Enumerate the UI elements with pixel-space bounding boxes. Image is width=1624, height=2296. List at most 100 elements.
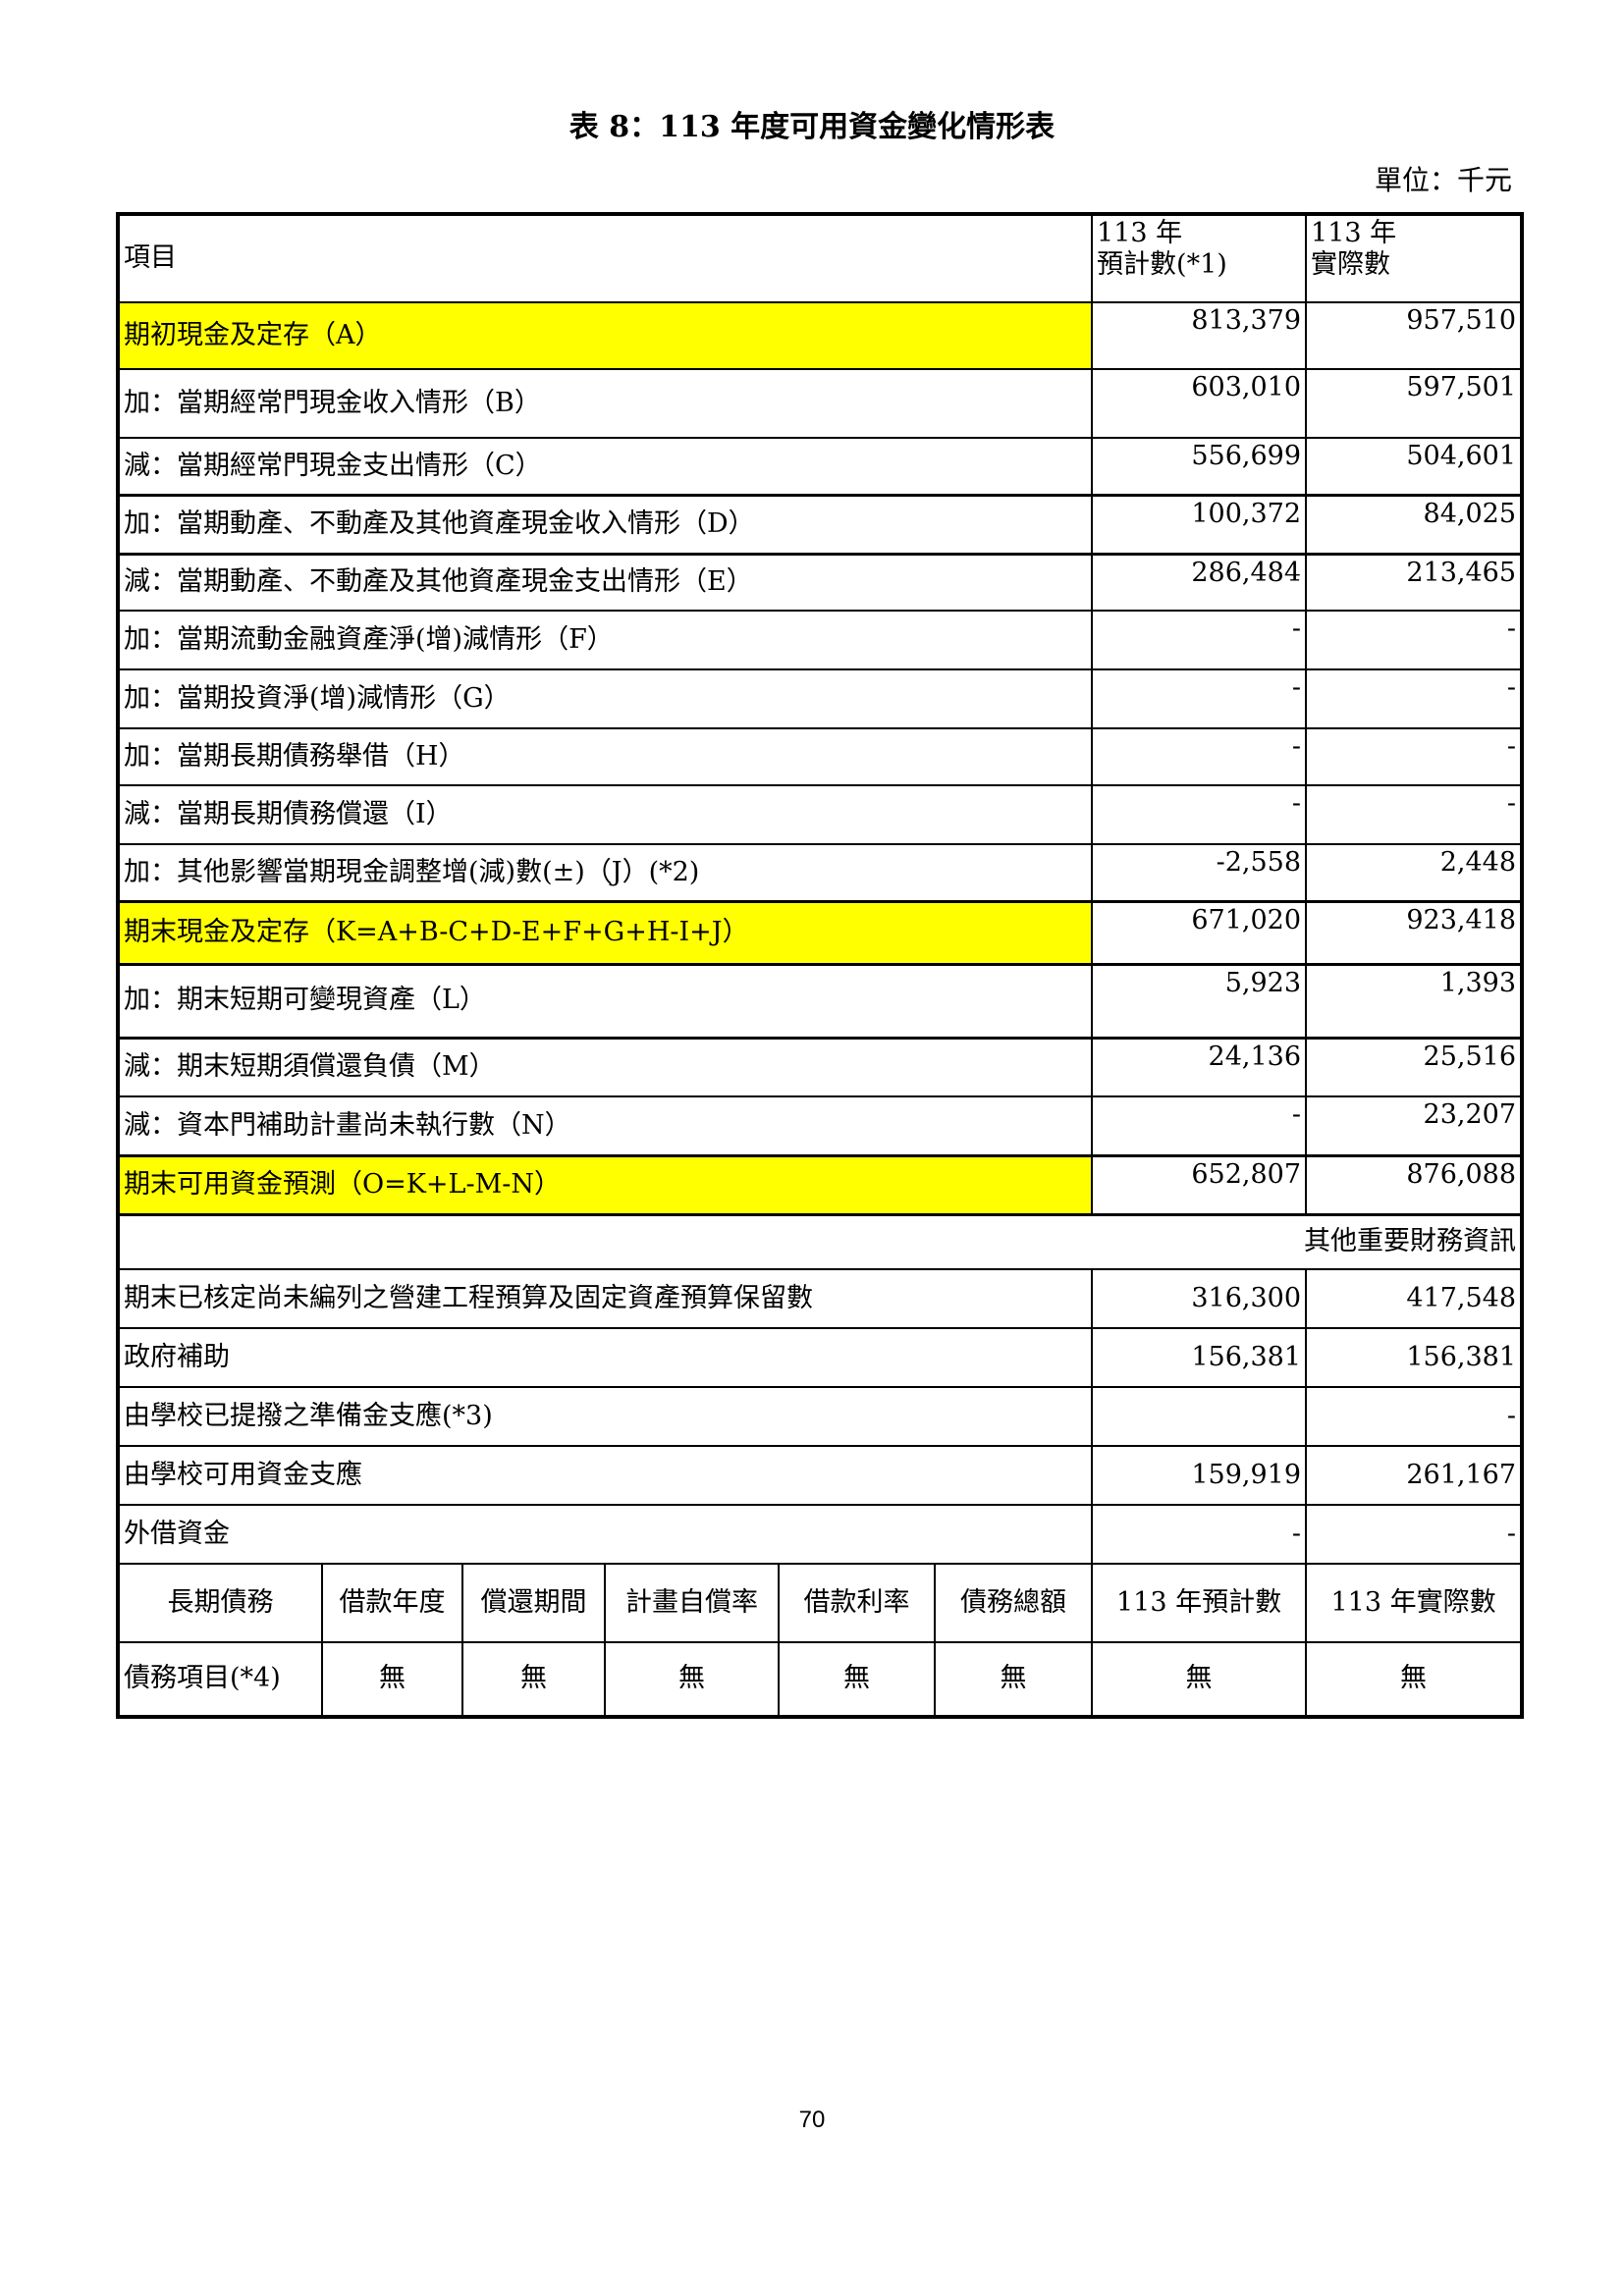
other-row: 由學校已提撥之準備金支應(*3) - [116,1386,1524,1447]
other-row-actual: 261,167 [1305,1445,1524,1506]
row-actual: - [1305,668,1524,729]
debt-header-cell: 113 年預計數 [1091,1563,1308,1643]
table-row: 加：期末短期可變現資產（L） 5,923 1,393 [116,962,1524,1039]
debt-cell: 債務項目(*4) [117,1641,323,1718]
debt-header-cell: 計畫自償率 [604,1563,780,1643]
debt-cell: 無 [604,1641,780,1718]
other-row-actual: - [1305,1386,1524,1447]
row-actual: 923,418 [1305,899,1524,965]
row-label: 加：期末短期可變現資產（L） [116,962,1094,1039]
table-row: 減：當期經常門現金支出情形（C） 556,699 504,601 [116,437,1524,496]
row-budget: 652,807 [1091,1153,1308,1215]
row-budget: 813,379 [1091,301,1308,370]
row-label: 加：當期流動金融資產淨(增)減情形（F） [116,610,1094,670]
debt-header-cell: 113 年實際數 [1305,1563,1524,1643]
table-row: 加：當期動產、不動產及其他資產現金收入情形（D） 100,372 84,025 [116,493,1524,555]
fund-change-table: 項目 113 年預計數(*1) 113 年實際數 期初現金及定存（A） 813,3… [116,212,1525,1719]
other-row-actual: 417,548 [1305,1268,1524,1329]
row-actual: 504,601 [1305,437,1524,496]
row-budget: 671,020 [1091,899,1308,965]
row-label: 減：期末短期須償還負債（M） [116,1036,1094,1097]
table-row: 減：期末短期須償還負債（M） 24,136 25,516 [116,1036,1524,1097]
row-label: 減：資本門補助計畫尚未執行數（N） [116,1095,1094,1156]
header-actual-line1: 113 年 [1311,218,1397,248]
row-actual: 597,501 [1305,368,1524,439]
other-row: 期末已核定尚未編列之營建工程預算及固定資產預算保留數 316,300 417,548 [116,1268,1524,1329]
row-budget: 556,699 [1091,437,1308,496]
row-budget: - [1091,727,1308,786]
other-row-label: 由學校可用資金支應 [116,1445,1094,1506]
table-row: 期末現金及定存（K=A+B-C+D-E+F+G+H-I+J） 671,020 923… [116,899,1524,965]
row-label: 減：當期動產、不動產及其他資產現金支出情形（E） [116,552,1094,612]
row-budget: -2,558 [1091,843,1308,902]
other-info-title-row: 其他重要財務資訊 [116,1212,1524,1270]
debt-header-cell: 債務總額 [933,1563,1094,1643]
debt-row: 債務項目(*4) 無無無無無無無 [117,1641,1524,1718]
debt-header-row: 長期債務 借款年度 償還期間 計畫自償率 借款利率 債務總額 113 年預計數 113 年實際… [117,1563,1524,1643]
row-budget: 24,136 [1091,1036,1308,1097]
other-row-budget: 159,919 [1091,1445,1308,1506]
row-actual: - [1305,727,1524,786]
debt-cell: 無 [778,1641,936,1718]
table-row: 加：當期流動金融資產淨(增)減情形（F） - - [116,610,1524,670]
other-row-label: 期末已核定尚未編列之營建工程預算及固定資產預算保留數 [116,1268,1094,1329]
debt-cell: 無 [461,1641,606,1718]
table-row: 加：當期經常門現金收入情形（B） 603,010 597,501 [116,368,1524,439]
row-budget: - [1091,610,1308,670]
row-label: 期初現金及定存（A） [116,301,1094,370]
row-budget: 603,010 [1091,368,1308,439]
row-label: 期末現金及定存（K=A+B-C+D-E+F+G+H-I+J） [116,899,1094,965]
table-row: 減：資本門補助計畫尚未執行數（N） -23,207 [116,1095,1524,1156]
row-label: 加：當期經常門現金收入情形（B） [116,368,1094,439]
row-actual: - [1305,610,1524,670]
other-row-budget: 316,300 [1091,1268,1308,1329]
other-row: 外借資金 - - [116,1504,1524,1565]
debt-cell: 無 [933,1641,1094,1718]
row-label: 減：當期長期債務償還（I） [116,784,1094,845]
header-actual: 113 年實際數 [1305,213,1524,303]
header-budget-line2: 預計數(*1) [1097,249,1227,281]
row-budget: 100,372 [1091,493,1308,555]
other-row: 政府補助 156,381 156,381 [116,1327,1524,1388]
table-row: 期初現金及定存（A） 813,379 957,510 [116,301,1524,370]
row-budget: - [1091,784,1308,845]
other-row-label: 政府補助 [116,1327,1094,1388]
row-actual: 2,448 [1305,843,1524,902]
table-row: 期末可用資金預測（O=K+L-M-N） 652,807 876,088 [116,1153,1524,1215]
unit-label: 單位：千元 [1374,164,1512,196]
row-actual: 23,207 [1305,1095,1524,1156]
row-actual: 957,510 [1305,301,1524,370]
page-number: 70 [798,2107,826,2133]
table-row: 減：當期動產、不動產及其他資產現金支出情形（E） 286,484 213,465 [116,552,1524,612]
debt-header-cell: 借款利率 [778,1563,936,1643]
row-label: 期末可用資金預測（O=K+L-M-N） [116,1153,1094,1215]
row-label: 加：當期動產、不動產及其他資產現金收入情形（D） [116,493,1094,555]
debt-cell: 無 [1305,1641,1524,1718]
debt-header-cell: 長期債務 [117,1563,323,1643]
other-row-actual: - [1305,1504,1524,1565]
row-budget: - [1091,668,1308,729]
other-row-actual: 156,381 [1305,1327,1524,1388]
row-actual: 84,025 [1305,493,1524,555]
table-row: 加：當期長期債務舉借（H） - - [116,727,1524,786]
row-label: 加：其他影響當期現金調整增(減)數(±)（J）(*2) [116,843,1094,902]
row-budget: 286,484 [1091,552,1308,612]
row-label: 減：當期經常門現金支出情形（C） [116,437,1094,496]
table-row: 加：當期投資淨(增)減情形（G） - - [116,668,1524,729]
other-row-label: 由學校已提撥之準備金支應(*3) [116,1386,1094,1447]
row-actual: - [1305,784,1524,845]
header-actual-line2: 實際數 [1311,249,1391,281]
row-label: 加：當期長期債務舉借（H） [116,727,1094,786]
other-row-budget: 156,381 [1091,1327,1308,1388]
other-row-budget [1091,1386,1308,1447]
header-budget: 113 年預計數(*1) [1091,213,1308,303]
debt-header-cell: 借款年度 [321,1563,463,1643]
table-row: 減：當期長期債務償還（I） - - [116,784,1524,845]
page-title: 表 8：113 年度可用資金變化情形表 [568,110,1056,144]
row-actual: 1,393 [1305,962,1524,1039]
other-info-title: 其他重要財務資訊 [116,1212,1524,1270]
row-budget: - [1091,1095,1308,1156]
row-budget: 5,923 [1091,962,1308,1039]
other-row: 由學校可用資金支應 159,919 261,167 [116,1445,1524,1506]
row-actual: 876,088 [1305,1153,1524,1215]
